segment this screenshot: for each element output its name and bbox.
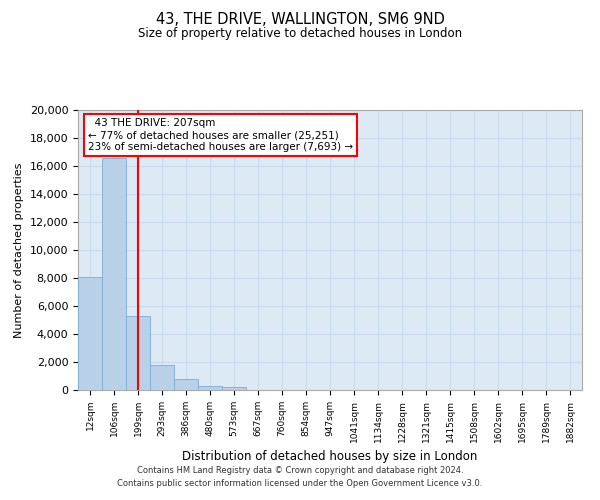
- Bar: [78, 276, 102, 390]
- Bar: [102, 158, 126, 390]
- Text: 43 THE DRIVE: 207sqm  
← 77% of detached houses are smaller (25,251)
23% of semi: 43 THE DRIVE: 207sqm ← 77% of detached h…: [88, 118, 353, 152]
- Text: Contains HM Land Registry data © Crown copyright and database right 2024.
Contai: Contains HM Land Registry data © Crown c…: [118, 466, 482, 487]
- X-axis label: Distribution of detached houses by size in London: Distribution of detached houses by size …: [182, 450, 478, 463]
- Bar: [150, 365, 174, 390]
- Text: 43, THE DRIVE, WALLINGTON, SM6 9ND: 43, THE DRIVE, WALLINGTON, SM6 9ND: [155, 12, 445, 28]
- Y-axis label: Number of detached properties: Number of detached properties: [14, 162, 24, 338]
- Text: Size of property relative to detached houses in London: Size of property relative to detached ho…: [138, 28, 462, 40]
- Bar: [222, 387, 246, 390]
- Bar: [174, 379, 198, 390]
- Bar: [198, 386, 222, 390]
- Bar: [126, 316, 150, 390]
